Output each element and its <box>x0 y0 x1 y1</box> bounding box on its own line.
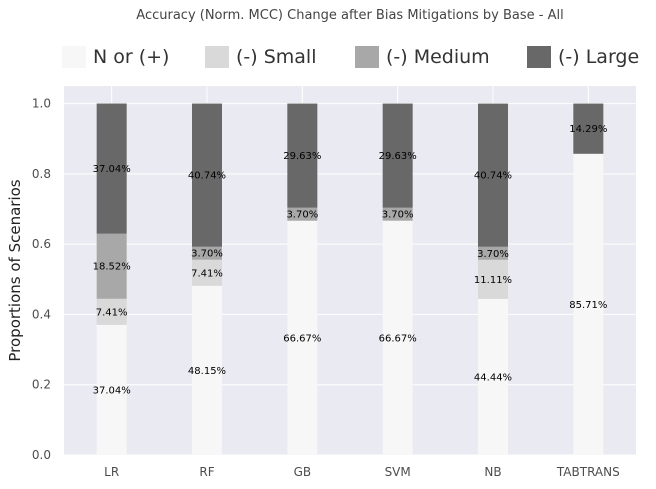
bar-segment <box>478 259 508 299</box>
y-tick-label: 0.8 <box>32 167 51 181</box>
bar-segment <box>96 103 127 234</box>
bar-segment <box>192 246 222 260</box>
legend-swatch-medium <box>355 46 379 68</box>
x-tick-label: RF <box>199 465 214 479</box>
bar-segment <box>287 103 318 208</box>
bar-segment <box>96 298 127 325</box>
data-label: 29.63% <box>379 151 417 162</box>
data-label: 3.70% <box>382 210 414 221</box>
data-label: 11.11% <box>474 275 512 286</box>
y-tick-label: 0.2 <box>32 378 51 392</box>
data-label: 7.41% <box>96 307 128 318</box>
data-label: 29.63% <box>283 151 321 162</box>
bar-segment <box>478 246 508 260</box>
bar-segment <box>96 324 127 455</box>
legend: N or (+) (-) Small (-) Medium (-) Large <box>62 46 656 72</box>
data-label: 40.74% <box>188 171 226 182</box>
data-label: 66.67% <box>379 333 417 344</box>
bar-segment <box>478 103 508 247</box>
y-tick-label: 0.4 <box>32 307 51 321</box>
x-tick-label: SVM <box>385 465 411 479</box>
bar-segment <box>382 220 413 455</box>
x-tick-label: NB <box>484 465 501 479</box>
data-label: 40.74% <box>474 171 512 182</box>
bar-segment <box>192 103 222 247</box>
legend-item-n-or-plus: N or (+) <box>62 46 169 68</box>
data-label: 48.15% <box>188 366 226 377</box>
y-tick-label: 1.0 <box>32 97 51 111</box>
bar-segment <box>192 259 222 286</box>
data-label: 66.67% <box>283 333 321 344</box>
x-tick-label: TABTRANS <box>556 465 620 479</box>
data-label: 44.44% <box>474 372 512 383</box>
data-label: 7.41% <box>191 268 223 279</box>
bar-segment <box>573 103 604 154</box>
bar-segment <box>573 153 604 455</box>
legend-label-medium: (-) Medium <box>386 46 490 68</box>
data-label: 85.71% <box>569 300 607 311</box>
data-label: 37.04% <box>93 164 131 175</box>
data-label: 3.70% <box>286 210 318 221</box>
data-label-layer: 37.04% 7.41% 18.52% 37.04% 48.15% 7.41% 3.70% 4… <box>93 124 608 396</box>
bar-segment <box>478 298 508 455</box>
legend-label-small: (-) Small <box>236 46 317 68</box>
tick-layer: 0.0 0.2 0.4 0.6 0.8 1.0 LR RF GB SVM NB TABTRANS <box>32 97 620 479</box>
legend-item-small: (-) Small <box>205 46 317 68</box>
bar-segment <box>287 207 318 221</box>
legend-swatch-small <box>205 46 229 68</box>
bar-segment <box>382 207 413 221</box>
bar-segment <box>287 220 318 455</box>
bar-segment <box>96 233 127 299</box>
bar-segment <box>192 285 222 455</box>
bar-segment <box>382 103 413 208</box>
data-label: 3.70% <box>191 249 223 260</box>
legend-label-n-or-plus: N or (+) <box>93 46 170 68</box>
y-tick-label: 0.6 <box>32 237 51 251</box>
data-label: 18.52% <box>93 262 131 273</box>
legend-swatch-large <box>527 46 551 68</box>
legend-item-medium: (-) Medium <box>355 46 490 68</box>
data-label: 37.04% <box>93 385 131 396</box>
chart-title: Accuracy (Norm. MCC) Change after Bias M… <box>136 8 564 23</box>
legend-item-large: (-) Large <box>527 46 639 68</box>
legend-label-large: (-) Large <box>558 46 640 68</box>
y-tick-label: 0.0 <box>32 448 51 462</box>
data-label: 14.29% <box>569 124 607 135</box>
plot-background <box>64 86 636 455</box>
x-tick-label: LR <box>104 465 119 479</box>
x-tick-label: GB <box>294 465 312 479</box>
bar-layer <box>96 103 604 455</box>
legend-swatch-n-or-plus <box>62 46 86 68</box>
y-axis-label: Proportions of Scenarios <box>6 179 24 361</box>
data-label: 3.70% <box>477 249 509 260</box>
